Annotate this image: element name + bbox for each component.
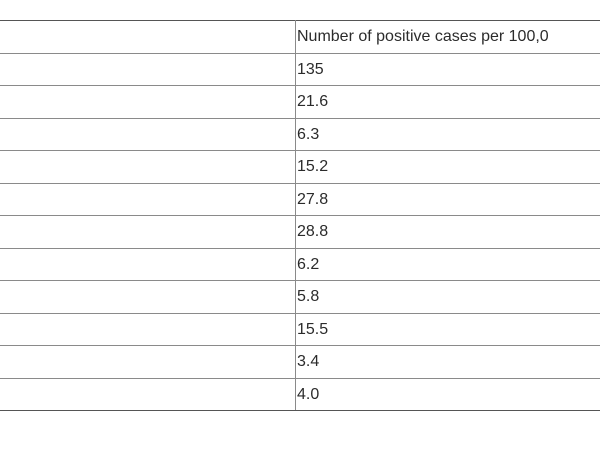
row-border: [0, 280, 600, 281]
row-border: [0, 377, 600, 379]
row-border: [0, 20, 600, 21]
column-border: [295, 20, 296, 410]
row-border: [0, 52, 600, 54]
value-cell: 21.6: [297, 93, 329, 110]
row-border: [0, 345, 600, 346]
row-border: [0, 182, 600, 184]
row-border: [0, 150, 600, 151]
row-border: [0, 117, 600, 119]
value-cell: 15.2: [297, 158, 329, 175]
value-cell: 15.5: [297, 320, 329, 338]
row-border: [0, 312, 600, 314]
value-cell: 5.8: [297, 288, 320, 305]
row-border: [0, 410, 600, 411]
row-border: [0, 247, 600, 249]
value-cell: 135: [297, 60, 324, 78]
value-cell: 6.3: [297, 125, 320, 143]
row-border: [0, 215, 600, 216]
row-border: [0, 85, 600, 86]
value-cell: 6.2: [297, 255, 320, 273]
header-cell: Number of positive cases per 100,0: [297, 28, 549, 45]
value-cell: 28.8: [297, 223, 329, 240]
value-cell: 27.8: [297, 190, 329, 208]
value-cell: 3.4: [297, 353, 320, 370]
value-cell: 4.0: [297, 385, 320, 403]
